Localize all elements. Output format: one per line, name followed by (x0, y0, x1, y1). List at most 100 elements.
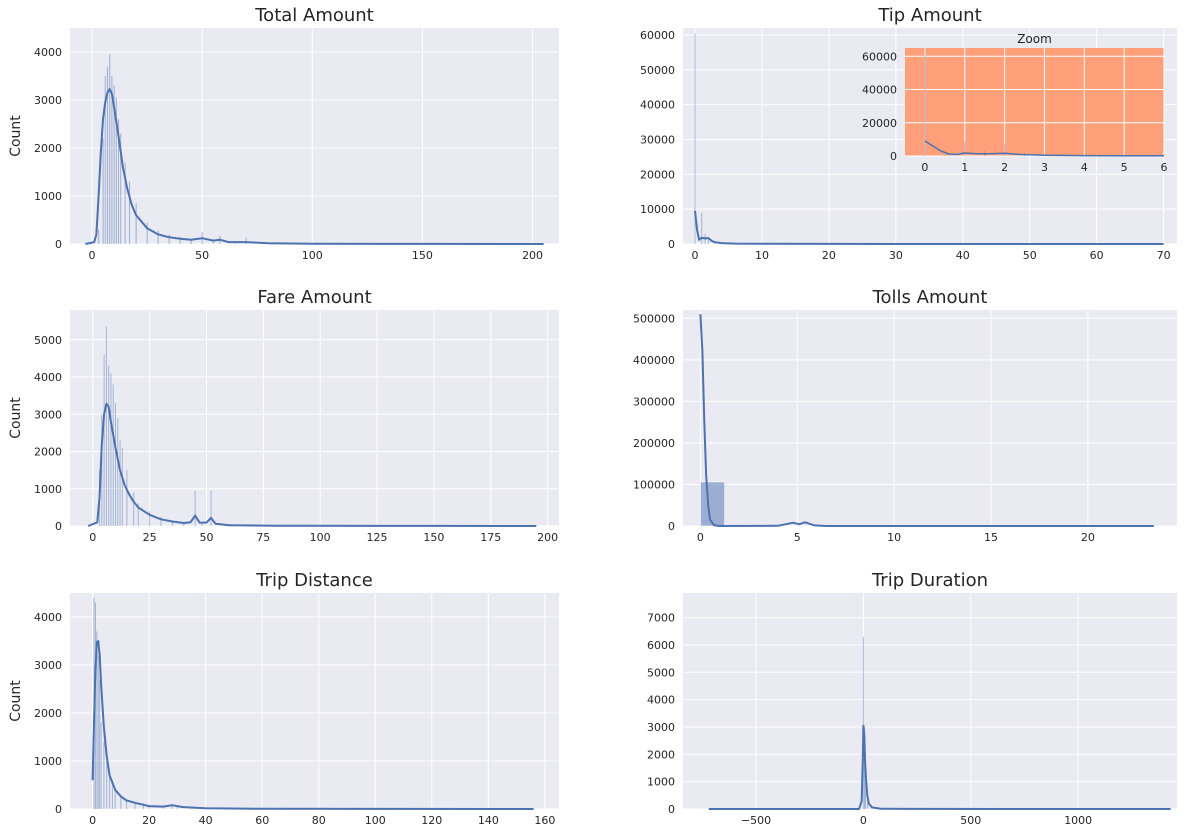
x-tick-label: 1 (961, 161, 968, 174)
y-tick-label: 1000 (34, 483, 62, 496)
subplot-5-plot-area (70, 593, 559, 809)
x-tick-label: 50 (199, 531, 213, 544)
x-tick-label: 80 (312, 814, 326, 827)
y-tick-label: 40000 (862, 84, 897, 97)
histogram-bar (701, 212, 703, 244)
histogram-bar (111, 780, 113, 809)
histogram-bar (210, 490, 212, 526)
inset-zoom: 0 1 2 3 4 5 6 0 20000 40000 60000 Zoom (862, 32, 1168, 174)
x-tick-label: 40 (199, 814, 213, 827)
subplot-4: 0 5 10 15 20 0 100000 200000 300000 400000 500000 T… (633, 287, 1177, 544)
y-tick-label: 1000 (34, 755, 62, 768)
x-tick-label: −500 (741, 814, 771, 827)
histogram-bar (106, 761, 108, 809)
chart-title: Trip Duration (871, 570, 988, 591)
x-tick-label: 0 (692, 249, 699, 262)
x-tick-label: 120 (421, 814, 442, 827)
histogram-bar (245, 237, 247, 244)
x-tick-label: 2 (1001, 161, 1008, 174)
y-tick-label: 5000 (34, 334, 62, 347)
y-tick-label: 0 (668, 238, 675, 251)
histogram-bar (112, 384, 114, 526)
subplot-1-plot-area (70, 28, 559, 244)
histogram-bar (700, 481, 725, 527)
y-tick-label: 20000 (640, 168, 675, 181)
x-tick-label: 40 (956, 249, 970, 262)
histogram-bar (126, 470, 128, 526)
x-tick-label: 60 (1090, 249, 1104, 262)
inset-title: Zoom (1017, 32, 1052, 46)
histogram-bar (104, 76, 106, 244)
y-tick-label: 300000 (633, 395, 675, 408)
x-tick-label: 500 (960, 814, 981, 827)
histogram-bar (98, 229, 100, 244)
x-tick-label: 150 (412, 249, 433, 262)
histogram-bar (146, 222, 148, 244)
y-axis-label: Count (8, 397, 24, 439)
x-tick-label: 20 (142, 814, 156, 827)
x-tick-label: 20 (822, 249, 836, 262)
histogram-bar (160, 516, 162, 526)
histogram-bar (157, 230, 159, 244)
kde-line (699, 314, 1154, 527)
y-tick-label: 0 (55, 520, 62, 533)
histogram-bar (171, 520, 173, 526)
histogram-bar (865, 767, 867, 809)
histogram-bar (212, 239, 214, 244)
histogram-bar (110, 373, 112, 526)
y-tick-label: 100000 (633, 478, 675, 491)
histogram-bar (176, 806, 178, 809)
histogram-bar (121, 447, 123, 526)
x-tick-label: 5 (1121, 161, 1128, 174)
y-tick-label: 1000 (34, 190, 62, 203)
x-tick-label: 140 (478, 814, 499, 827)
x-tick-label: 70 (1157, 249, 1171, 262)
subplot-6: −500 0 500 1000 0 1000 2000 3000 4000 5000 6000 700… (647, 570, 1177, 827)
histogram-bar (124, 162, 126, 244)
kde-line (924, 140, 1164, 157)
subplot-3-plot-area (70, 310, 559, 526)
y-tick-label: 400000 (633, 354, 675, 367)
x-tick-label: 0 (89, 249, 96, 262)
x-tick-label: 4 (1081, 161, 1088, 174)
histogram-bar (162, 806, 164, 809)
subplot-4-plot-area (683, 310, 1177, 526)
histogram-bar (1004, 144, 1006, 156)
kde-line (91, 640, 534, 810)
histogram-bar (862, 636, 864, 809)
y-tick-label: 50000 (640, 64, 675, 77)
chart-title: Trip Distance (255, 570, 373, 591)
histogram-bar (201, 523, 203, 526)
histogram-bar (126, 799, 128, 809)
histogram-bar (142, 803, 144, 809)
y-tick-label: 3000 (647, 721, 675, 734)
y-tick-label: 30000 (640, 133, 675, 146)
y-tick-label: 6000 (647, 639, 675, 652)
y-tick-label: 3000 (34, 659, 62, 672)
x-tick-label: 0 (860, 814, 867, 827)
x-tick-label: 6 (1161, 161, 1168, 174)
x-tick-label: 1000 (1064, 814, 1092, 827)
histogram-bar (120, 133, 122, 244)
chart-title: Tip Amount (877, 5, 981, 26)
histogram-bar (117, 119, 120, 244)
histogram-bar (102, 138, 104, 244)
x-tick-label: 200 (522, 249, 543, 262)
x-tick-label: 25 (143, 531, 157, 544)
kde-line (694, 210, 1164, 245)
y-tick-label: 4000 (647, 694, 675, 707)
x-tick-label: 200 (537, 531, 558, 544)
x-tick-label: 5 (794, 531, 801, 544)
x-tick-label: 100 (302, 249, 323, 262)
histogram-bar (97, 655, 99, 809)
y-tick-label: 20000 (862, 117, 897, 130)
kde-line (87, 402, 537, 527)
histogram-bar (103, 741, 105, 809)
histogram-bar (924, 55, 926, 156)
y-tick-label: 4000 (34, 46, 62, 59)
histogram-bar (134, 801, 136, 809)
y-tick-label: 0 (55, 803, 62, 816)
y-tick-label: 10000 (640, 203, 675, 216)
histogram-bar (109, 54, 111, 245)
x-tick-label: 0 (89, 814, 96, 827)
